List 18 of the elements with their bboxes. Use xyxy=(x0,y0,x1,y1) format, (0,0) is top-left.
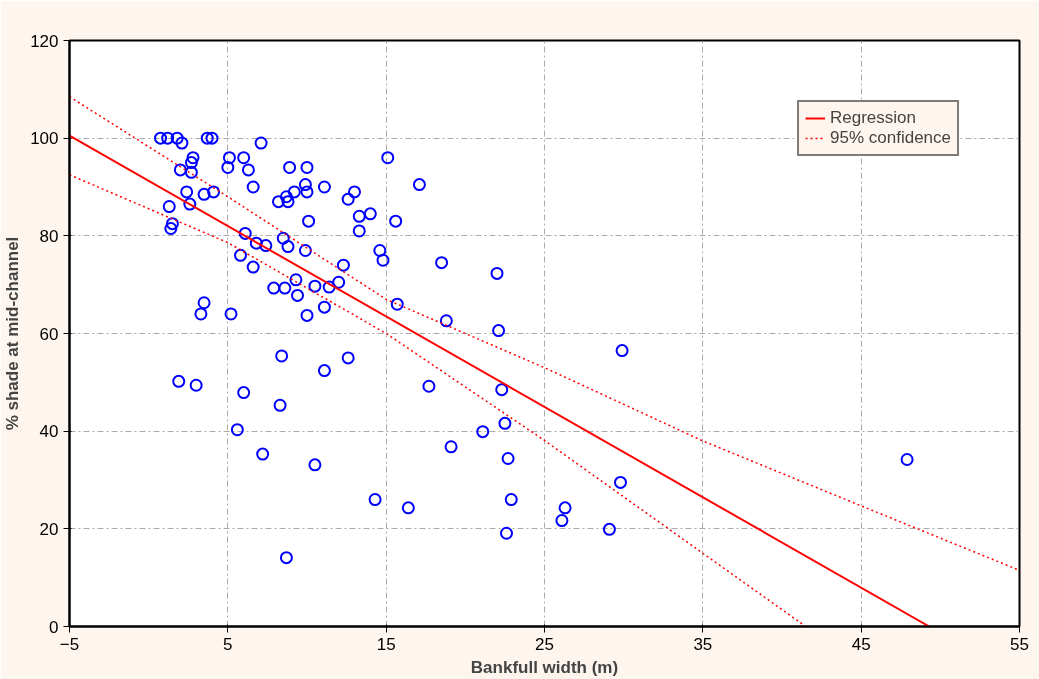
legend-label: Regression xyxy=(830,108,917,128)
x-axis-title: Bankfull width (m) xyxy=(470,657,619,677)
y-tick-label: 120 xyxy=(30,31,59,51)
y-tick-label: 0 xyxy=(49,617,59,637)
x-tick-label: 15 xyxy=(376,634,396,654)
x-tick-label: −5 xyxy=(59,634,80,654)
x-tick-label: 5 xyxy=(223,634,233,654)
y-tick-label: 20 xyxy=(39,519,59,539)
y-axis-title: % shade at mid-channel xyxy=(3,236,23,431)
x-tick-label: 55 xyxy=(1010,634,1029,654)
y-tick-label: 80 xyxy=(39,226,59,246)
x-tick-label: 35 xyxy=(693,634,713,654)
y-tick-label: 40 xyxy=(39,422,59,442)
y-tick-label: 60 xyxy=(39,324,59,344)
legend-label: 95% confidence xyxy=(830,128,951,148)
x-tick-label: 45 xyxy=(851,634,871,654)
x-tick-label: 25 xyxy=(535,634,554,654)
y-tick-label: 100 xyxy=(30,129,59,149)
